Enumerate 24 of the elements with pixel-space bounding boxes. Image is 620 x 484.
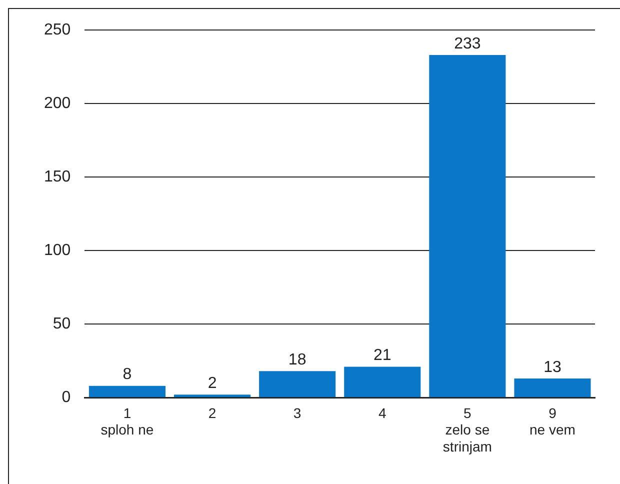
bar [344,366,421,398]
x-tick-label: 3 [293,404,302,421]
y-tick-label: 150 [44,168,71,186]
y-tick-label: 100 [44,242,71,259]
y-tick-label: 50 [52,315,71,332]
x-tick-label: 2 [208,404,216,421]
data-label: 13 [544,358,562,376]
data-label: 21 [373,347,392,364]
data-label: 2 [208,375,217,392]
x-tick-label: 4 [378,404,386,421]
data-label: 8 [122,366,132,384]
data-label: 233 [454,35,481,52]
y-tick-label: 250 [44,21,71,38]
bar [174,394,251,398]
bar [514,378,591,398]
bar [88,386,166,398]
x-tick-label: 5 zelo se strinjam [442,404,492,454]
y-tick-label: 200 [44,94,71,112]
y-tick-label: 0 [62,389,71,406]
x-tick-label: 9 ne vem [530,404,576,438]
data-label: 18 [288,352,306,369]
bar [429,54,506,398]
bar [259,371,336,398]
x-tick-label: 1 sploh ne [100,404,154,438]
